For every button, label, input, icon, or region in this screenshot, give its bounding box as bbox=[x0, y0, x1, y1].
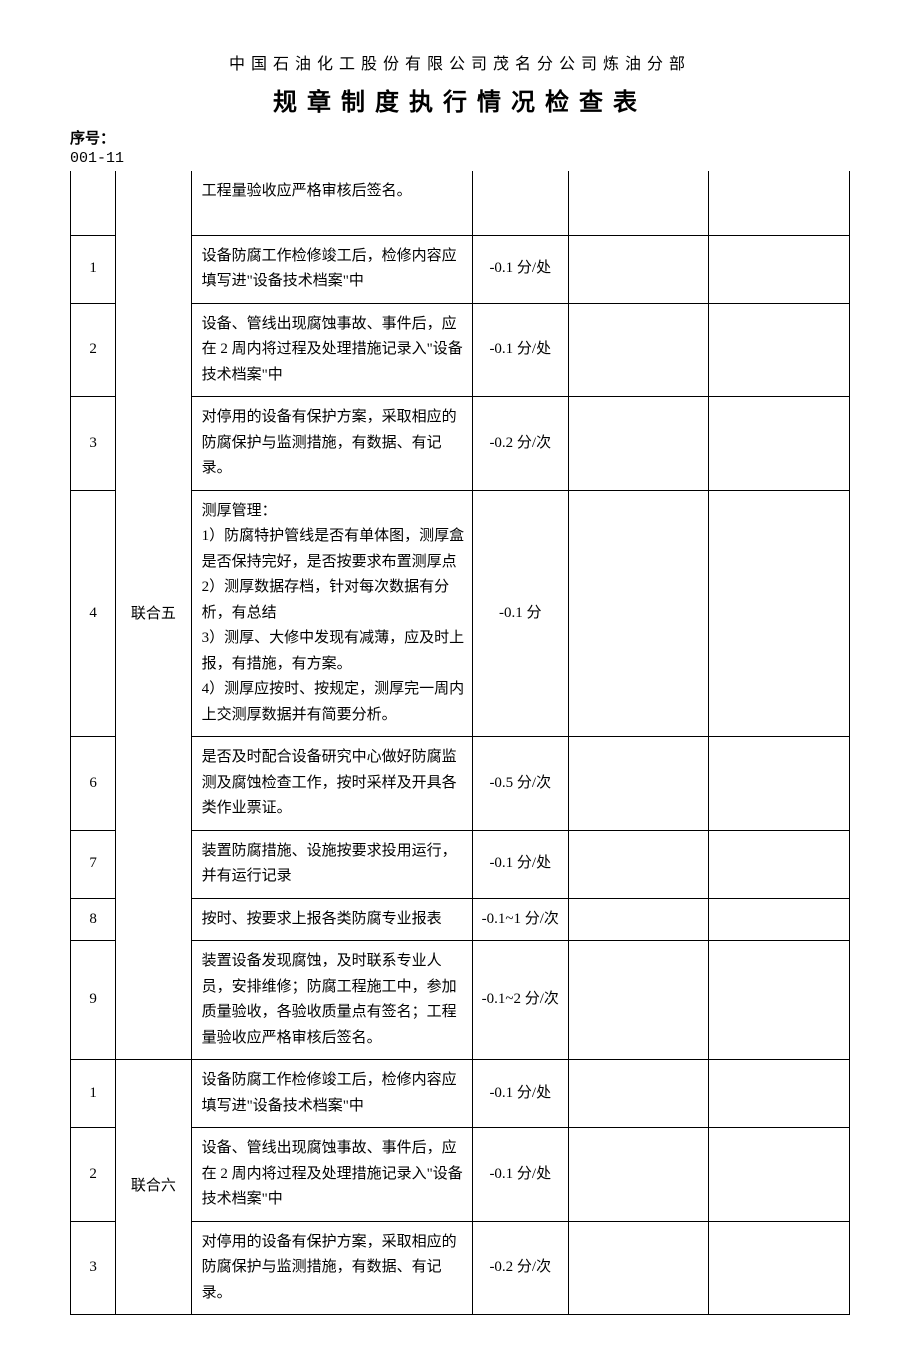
blank-cell bbox=[709, 737, 850, 831]
inspection-table: 联合五工程量验收应严格审核后签名。1设备防腐工作检修竣工后，检修内容应填写进"设… bbox=[70, 171, 850, 1315]
blank-cell bbox=[709, 397, 850, 491]
row-number: 9 bbox=[71, 941, 116, 1060]
header-organization: 中国石油化工股份有限公司茂名分公司炼油分部 bbox=[70, 50, 850, 74]
row-score: -0.1 分 bbox=[473, 490, 568, 737]
blank-cell bbox=[709, 1060, 850, 1128]
row-description: 装置设备发现腐蚀，及时联系专业人员，安排维修；防腐工程施工中，参加质量验收，各验… bbox=[191, 941, 472, 1060]
row-number: 2 bbox=[71, 1128, 116, 1222]
row-description: 是否及时配合设备研究中心做好防腐监测及腐蚀检查工作，按时采样及开具各类作业票证。 bbox=[191, 737, 472, 831]
blank-cell bbox=[709, 1221, 850, 1315]
row-description: 设备、管线出现腐蚀事故、事件后，应在 2 周内将过程及处理措施记录入"设备技术档… bbox=[191, 1128, 472, 1222]
serial-value: 001-11 bbox=[70, 150, 850, 167]
row-score: -0.1~2 分/次 bbox=[473, 941, 568, 1060]
blank-cell bbox=[709, 941, 850, 1060]
blank-cell bbox=[709, 1128, 850, 1222]
row-description: 对停用的设备有保护方案，采取相应的防腐保护与监测措施，有数据、有记录。 bbox=[191, 1221, 472, 1315]
blank-cell bbox=[568, 1221, 709, 1315]
row-score: -0.1 分/处 bbox=[473, 1060, 568, 1128]
row-description: 设备、管线出现腐蚀事故、事件后，应在 2 周内将过程及处理措施记录入"设备技术档… bbox=[191, 303, 472, 397]
blank-cell bbox=[568, 490, 709, 737]
row-score bbox=[473, 171, 568, 235]
row-score: -0.1~1 分/次 bbox=[473, 898, 568, 941]
table-row: 联合五工程量验收应严格审核后签名。 bbox=[71, 171, 850, 235]
row-description: 工程量验收应严格审核后签名。 bbox=[191, 171, 472, 235]
blank-cell bbox=[568, 303, 709, 397]
blank-cell bbox=[568, 737, 709, 831]
blank-cell bbox=[568, 171, 709, 235]
row-description: 设备防腐工作检修竣工后，检修内容应填写进"设备技术档案"中 bbox=[191, 235, 472, 303]
row-score: -0.1 分/处 bbox=[473, 830, 568, 898]
row-number: 2 bbox=[71, 303, 116, 397]
blank-cell bbox=[709, 830, 850, 898]
blank-cell bbox=[709, 898, 850, 941]
blank-cell bbox=[568, 397, 709, 491]
row-number: 8 bbox=[71, 898, 116, 941]
row-number: 7 bbox=[71, 830, 116, 898]
row-description: 设备防腐工作检修竣工后，检修内容应填写进"设备技术档案"中 bbox=[191, 1060, 472, 1128]
group-name: 联合六 bbox=[116, 1060, 191, 1315]
table-row: 1联合六设备防腐工作检修竣工后，检修内容应填写进"设备技术档案"中-0.1 分/… bbox=[71, 1060, 850, 1128]
row-score: -0.5 分/次 bbox=[473, 737, 568, 831]
blank-cell bbox=[709, 490, 850, 737]
blank-cell bbox=[568, 898, 709, 941]
blank-cell bbox=[568, 1060, 709, 1128]
row-number bbox=[71, 171, 116, 235]
row-number: 4 bbox=[71, 490, 116, 737]
row-score: -0.1 分/处 bbox=[473, 1128, 568, 1222]
row-description: 对停用的设备有保护方案，采取相应的防腐保护与监测措施，有数据、有记录。 bbox=[191, 397, 472, 491]
row-score: -0.2 分/次 bbox=[473, 1221, 568, 1315]
row-score: -0.1 分/处 bbox=[473, 235, 568, 303]
blank-cell bbox=[568, 830, 709, 898]
serial-label: 序号： bbox=[70, 127, 850, 148]
header-title: 规章制度执行情况检查表 bbox=[70, 82, 850, 117]
blank-cell bbox=[568, 941, 709, 1060]
blank-cell bbox=[568, 1128, 709, 1222]
blank-cell bbox=[709, 303, 850, 397]
row-description: 装置防腐措施、设施按要求投用运行，并有运行记录 bbox=[191, 830, 472, 898]
row-number: 6 bbox=[71, 737, 116, 831]
row-number: 1 bbox=[71, 235, 116, 303]
row-number: 1 bbox=[71, 1060, 116, 1128]
blank-cell bbox=[709, 171, 850, 235]
row-description: 测厚管理： 1）防腐特护管线是否有单体图，测厚盒是否保持完好，是否按要求布置测厚… bbox=[191, 490, 472, 737]
row-description: 按时、按要求上报各类防腐专业报表 bbox=[191, 898, 472, 941]
row-number: 3 bbox=[71, 1221, 116, 1315]
row-score: -0.2 分/次 bbox=[473, 397, 568, 491]
row-score: -0.1 分/处 bbox=[473, 303, 568, 397]
group-name: 联合五 bbox=[116, 171, 191, 1060]
row-number: 3 bbox=[71, 397, 116, 491]
blank-cell bbox=[709, 235, 850, 303]
blank-cell bbox=[568, 235, 709, 303]
